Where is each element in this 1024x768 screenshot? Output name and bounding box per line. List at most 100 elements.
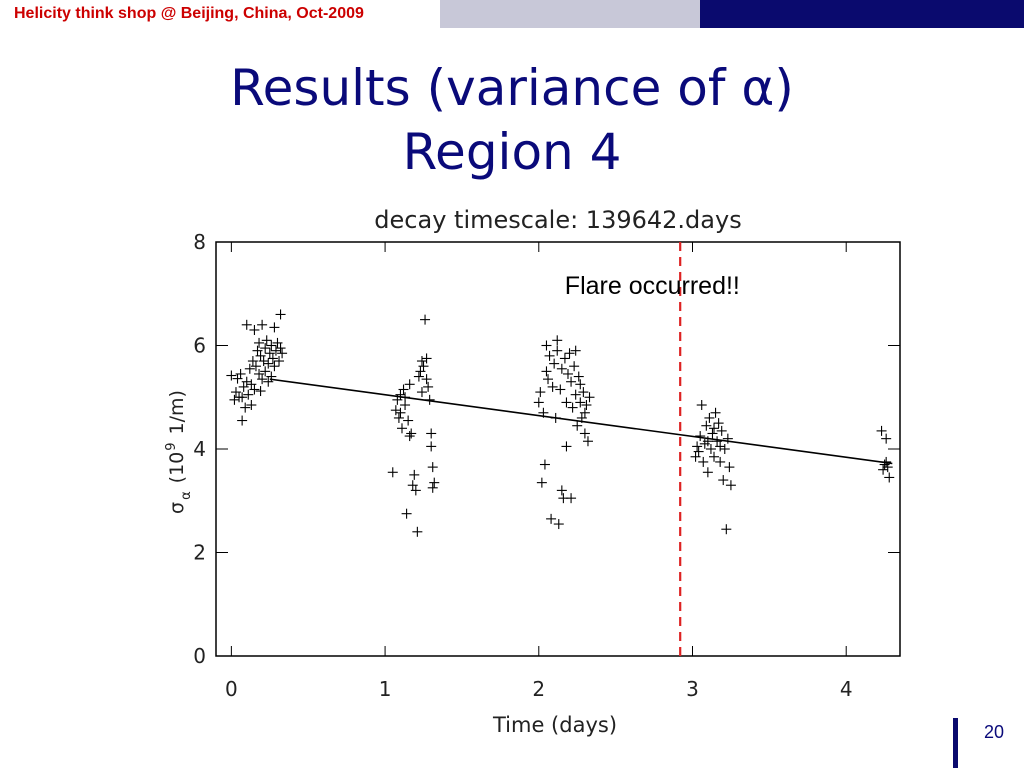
data-point: [429, 477, 440, 488]
data-point: [692, 441, 703, 452]
data-point: [398, 384, 409, 395]
data-point: [427, 482, 438, 493]
data-point: [578, 387, 589, 398]
data-point: [533, 397, 544, 408]
data-point: [416, 387, 427, 398]
data-point: [426, 441, 437, 452]
slide-title-line1: Results (variance of α): [230, 59, 794, 117]
data-point: [541, 366, 552, 377]
x-axis-label: Time (days): [492, 713, 617, 737]
slide-title: Results (variance of α) Region 4: [0, 56, 1024, 184]
data-point: [715, 441, 726, 452]
data-point: [541, 340, 552, 351]
data-point: [244, 363, 255, 374]
data-point: [721, 524, 732, 535]
data-point: [413, 371, 424, 382]
y-label-open: (10: [166, 452, 188, 484]
data-point: [718, 475, 729, 486]
page-number-bar: [953, 718, 958, 768]
data-point: [570, 389, 581, 400]
data-point: [713, 418, 724, 429]
data-point: [237, 392, 248, 403]
data-point: [272, 337, 283, 348]
data-point: [547, 381, 558, 392]
data-point: [396, 423, 407, 434]
data-point: [536, 477, 547, 488]
y-tick-label: 2: [193, 541, 206, 565]
y-label-sub: α: [179, 491, 194, 500]
data-point: [712, 436, 723, 447]
data-point: [403, 415, 414, 426]
data-point: [544, 350, 555, 361]
data-point: [226, 370, 237, 381]
data-point: [238, 381, 249, 392]
data-point: [535, 387, 546, 398]
data-point: [255, 386, 266, 397]
data-point: [418, 361, 429, 372]
data-point: [266, 340, 277, 351]
data-point: [715, 456, 726, 467]
data-point: [243, 389, 254, 400]
data-point: [263, 358, 274, 369]
data-point: [546, 513, 557, 524]
data-point: [249, 384, 260, 395]
header-navy-block: [700, 0, 1024, 28]
data-point: [260, 366, 271, 377]
data-point: [579, 407, 590, 418]
data-point: [882, 462, 893, 473]
data-point: [716, 425, 727, 436]
data-point: [559, 353, 570, 364]
data-point: [277, 348, 288, 359]
data-point: [254, 368, 265, 379]
data-point: [581, 400, 592, 411]
data-point: [427, 462, 438, 473]
data-point: [229, 394, 240, 405]
data-point: [878, 464, 889, 475]
y-tick-label: 0: [193, 644, 206, 668]
data-point: [275, 343, 286, 354]
data-point: [884, 472, 895, 483]
data-point: [260, 343, 271, 354]
data-point: [250, 361, 261, 372]
x-tick-label: 3: [686, 677, 699, 701]
data-point: [561, 397, 572, 408]
data-point: [725, 480, 736, 491]
data-point: [404, 431, 415, 442]
data-point: [409, 469, 420, 480]
data-point: [270, 345, 281, 356]
data-point: [421, 353, 432, 364]
data-point: [420, 314, 431, 325]
data-point: [549, 358, 560, 369]
data-point: [247, 356, 258, 367]
data-point: [707, 428, 718, 439]
data-point: [387, 467, 398, 478]
data-point: [709, 423, 720, 434]
data-point: [575, 397, 586, 408]
data-point: [719, 444, 730, 454]
header-bar: Helicity think shop @ Beijing, China, Oc…: [0, 0, 1024, 28]
data-point: [240, 402, 251, 413]
data-point: [539, 459, 550, 470]
data-point: [237, 415, 248, 426]
x-axis-ticks: 0 1 2 3 4: [225, 242, 853, 701]
data-point: [556, 363, 567, 374]
data-point: [567, 402, 578, 413]
x-tick-label: 2: [532, 677, 545, 701]
data-point: [709, 451, 720, 462]
data-point: [562, 368, 573, 379]
data-point: [390, 405, 401, 416]
data-point: [395, 389, 406, 400]
data-point: [275, 309, 286, 320]
data-point: [693, 446, 704, 457]
data-point: [582, 436, 593, 447]
data-point: [698, 456, 709, 467]
data-point: [543, 374, 554, 385]
data-point: [257, 374, 268, 385]
data-point: [690, 451, 701, 462]
data-point: [255, 350, 266, 361]
y-label-sup: 9: [164, 442, 179, 450]
data-point: [423, 381, 434, 392]
data-point: [393, 412, 404, 423]
x-tick-label: 4: [840, 677, 853, 701]
fit-line: [269, 378, 893, 465]
